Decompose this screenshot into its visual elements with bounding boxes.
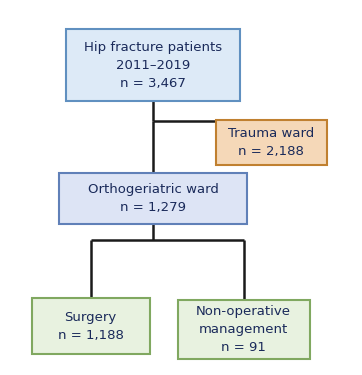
- FancyBboxPatch shape: [59, 173, 247, 223]
- FancyBboxPatch shape: [31, 298, 150, 354]
- Text: Trauma ward
n = 2,188: Trauma ward n = 2,188: [228, 127, 315, 158]
- Text: Surgery
n = 1,188: Surgery n = 1,188: [58, 310, 123, 342]
- FancyBboxPatch shape: [216, 120, 327, 165]
- Text: Orthogeriatric ward
n = 1,279: Orthogeriatric ward n = 1,279: [88, 183, 219, 214]
- FancyBboxPatch shape: [66, 29, 240, 101]
- FancyBboxPatch shape: [177, 300, 310, 359]
- Text: Non-operative
management
n = 91: Non-operative management n = 91: [196, 305, 291, 354]
- Text: Hip fracture patients
2011–2019
n = 3,467: Hip fracture patients 2011–2019 n = 3,46…: [84, 40, 222, 90]
